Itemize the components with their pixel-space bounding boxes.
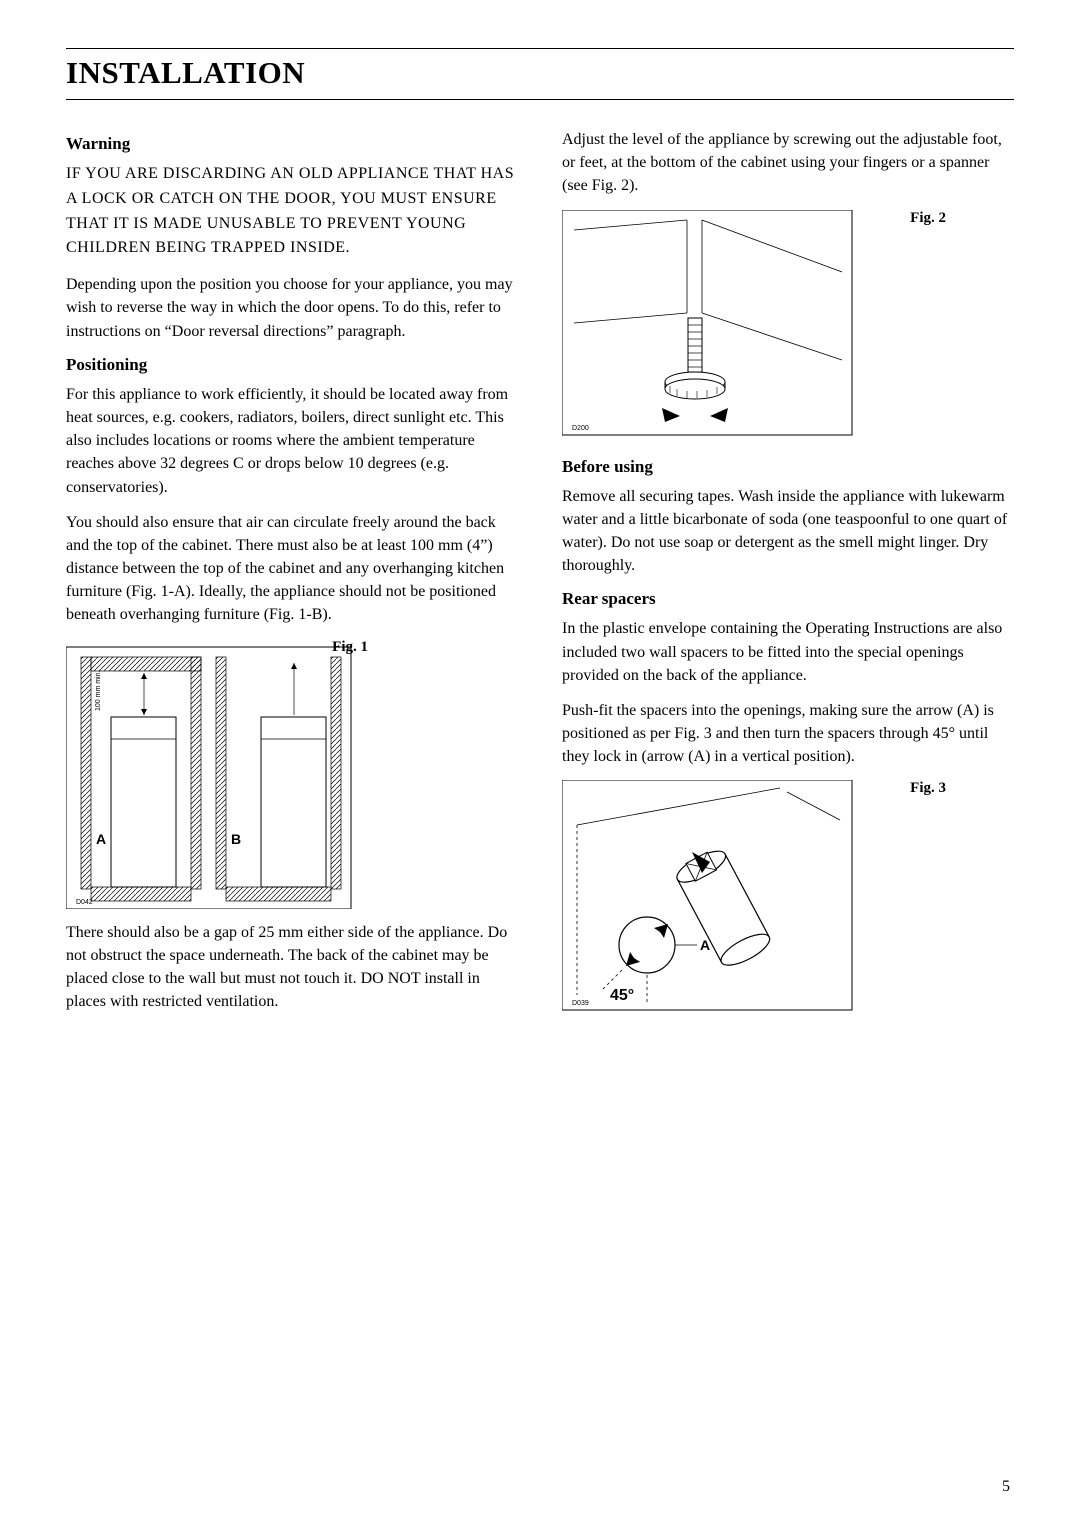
rear-spacers-heading: Rear spacers — [562, 589, 1014, 609]
before-using-text: Remove all securing tapes. Wash inside t… — [562, 485, 1014, 578]
rear-spacers-p1: In the plastic envelope containing the O… — [562, 617, 1014, 687]
fig1-dcode: D042 — [76, 899, 93, 906]
rear-spacers-p2: Push-fit the spacers into the openings, … — [562, 699, 1014, 769]
positioning-p3: There should also be a gap of 25 mm eith… — [66, 921, 518, 1014]
fig1-b-label: B — [231, 831, 241, 847]
adjust-level-text: Adjust the level of the appliance by scr… — [562, 128, 1014, 198]
positioning-p1: For this appliance to work efficiently, … — [66, 383, 518, 499]
positioning-heading: Positioning — [66, 355, 518, 375]
left-column: Warning IF YOU ARE DISCARDING AN OLD APP… — [66, 128, 518, 1032]
fig1-a-label: A — [96, 831, 106, 847]
door-reversal-text: Depending upon the position you choose f… — [66, 273, 518, 343]
content-columns: Warning IF YOU ARE DISCARDING AN OLD APP… — [66, 128, 1014, 1032]
warning-text: IF YOU ARE DISCARDING AN OLD APPLIANCE T… — [66, 162, 518, 261]
warning-heading: Warning — [66, 134, 518, 154]
figure-1-diagram-icon: 100 mm min. A B D042 — [66, 639, 366, 909]
right-column: Adjust the level of the appliance by scr… — [562, 128, 1014, 1032]
fig3-dcode: D039 — [572, 1000, 589, 1007]
before-using-heading: Before using — [562, 457, 1014, 477]
fig1-label: Fig. 1 — [332, 639, 368, 656]
fig3-label: Fig. 3 — [910, 780, 946, 797]
figure-2-container: Fig. 2 — [562, 210, 1014, 445]
positioning-p2: You should also ensure that air can circ… — [66, 511, 518, 627]
figure-3-diagram-icon: A 45° D039 — [562, 780, 862, 1020]
fig3-a-label: A — [700, 937, 710, 953]
fig3-45deg-label: 45° — [610, 987, 634, 1004]
fig2-label: Fig. 2 — [910, 210, 946, 227]
page-title: INSTALLATION — [66, 48, 1014, 100]
page-number: 5 — [1002, 1478, 1010, 1496]
figure-2-diagram-icon: D200 — [562, 210, 862, 445]
figure-3-container: Fig. 3 — [562, 780, 1014, 1020]
fig1-100mm-label: 100 mm min. — [95, 670, 102, 711]
fig2-dcode: D200 — [572, 425, 589, 432]
figure-1-container: Fig. 1 — [66, 639, 518, 909]
